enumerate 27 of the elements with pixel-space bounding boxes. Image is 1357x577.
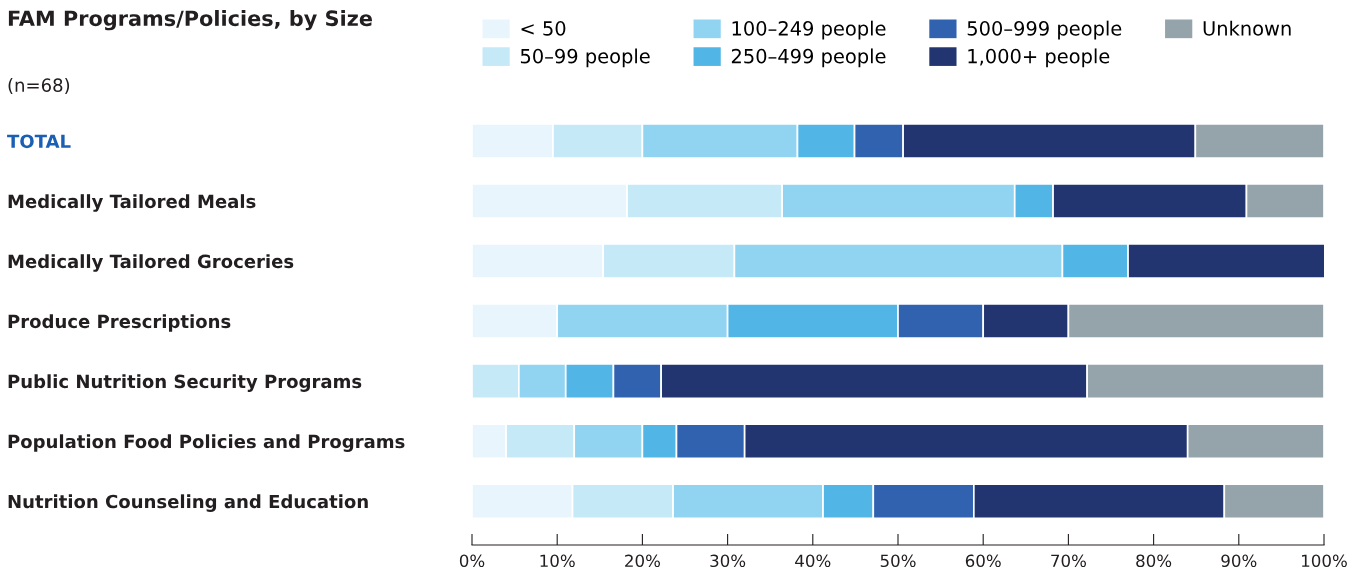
- x-tick-label: 80%: [1136, 554, 1172, 568]
- x-tick-label: 30%: [710, 554, 746, 568]
- x-tick-label: 40%: [795, 554, 831, 568]
- y-tick-label: Nutrition Counseling and Education: [8, 494, 368, 512]
- x-tick-label: 50%: [880, 554, 916, 568]
- legend-label: < 50: [521, 21, 566, 36]
- legend-label: 250–499 people: [731, 48, 886, 68]
- x-tick-label: 0%: [459, 554, 485, 568]
- y-tick-label: Medically Tailored Groceries: [8, 254, 294, 272]
- legend-label: 50–99 people: [520, 48, 650, 68]
- y-tick-label: Produce Prescriptions: [8, 314, 231, 332]
- legend-label: 1,000+ people: [968, 48, 1110, 68]
- x-tick-label: 70%: [1051, 554, 1086, 568]
- text: FAM Programs/Policies, by Size: [8, 10, 372, 31]
- text: (n=68): [8, 78, 70, 95]
- y-tick-label: Population Food Policies and Programs: [8, 434, 405, 452]
- y-tick-label: Public Nutrition Security Programs: [8, 374, 362, 392]
- legend-label: 500–999 people: [967, 20, 1122, 40]
- x-tick-label: 90%: [1221, 554, 1257, 568]
- x-tick-label: 20%: [625, 554, 660, 568]
- y-tick-label: Medically Tailored Meals: [8, 194, 256, 212]
- x-tick-label: 10%: [540, 554, 575, 568]
- x-tick-label: 100%: [1302, 554, 1347, 568]
- y-tick-label: TOTAL: [7, 134, 71, 149]
- x-tick-label: 60%: [965, 554, 1001, 568]
- legend-label: 100–249 people: [732, 20, 886, 40]
- legend-label: Unknown: [1203, 20, 1291, 36]
